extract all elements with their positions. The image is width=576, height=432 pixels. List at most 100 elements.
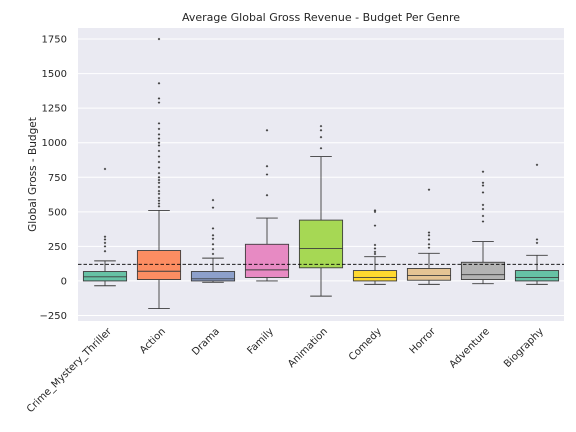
outlier-point — [535, 238, 539, 241]
outlier-point — [157, 199, 161, 203]
outlier-point — [319, 146, 323, 150]
box-Horror — [406, 188, 452, 285]
box-Biography — [514, 163, 560, 285]
box-Action — [136, 37, 182, 310]
outlier-point — [157, 185, 161, 189]
outlier-point — [157, 144, 161, 147]
outlier-point — [211, 198, 215, 202]
outlier-point — [157, 37, 161, 41]
outlier-point — [481, 220, 485, 223]
outlier-point — [157, 122, 161, 125]
x-tick-labels: Crime_Mystery_Thriller Action Drama Family A… — [25, 326, 546, 416]
outlier-point — [481, 191, 485, 194]
box-iqr — [352, 270, 398, 282]
y-tick-label-750: 750 — [48, 173, 67, 184]
outlier-point — [211, 252, 215, 256]
outlier-point — [157, 155, 161, 158]
outlier-point — [103, 167, 107, 171]
outlier-point — [157, 192, 161, 196]
outlier-point — [157, 202, 161, 205]
outlier-point — [373, 224, 377, 227]
outlier-point — [157, 196, 161, 200]
x-tick-label-Family: Family — [245, 326, 276, 357]
outlier-point — [373, 250, 377, 254]
outlier-point — [157, 127, 161, 131]
box-Comedy — [352, 209, 398, 285]
outlier-point — [157, 81, 161, 85]
box-Animation — [298, 124, 344, 297]
outlier-point — [481, 184, 485, 187]
outlier-point — [373, 209, 377, 212]
outlier-point — [535, 241, 539, 245]
y-tick-label-500: 500 — [48, 207, 67, 218]
outlier-point — [157, 181, 161, 185]
x-tick-label-Crime_Mystery_Thriller: Crime_Mystery_Thriller — [25, 326, 115, 416]
box-iqr — [136, 250, 182, 280]
outlier-point — [481, 170, 485, 174]
outlier-point — [373, 243, 377, 247]
outlier-point — [103, 238, 107, 241]
x-tick-label-Adventure: Adventure — [448, 326, 492, 370]
outlier-point — [319, 124, 323, 128]
y-axis-label: Global Gross - Budget — [27, 117, 39, 232]
outlier-point — [265, 164, 269, 168]
chart-title: Average Global Gross Revenue - Budget Pe… — [182, 11, 460, 24]
outlier-point — [157, 137, 161, 140]
box-iqr — [406, 268, 452, 281]
outlier-point — [157, 160, 161, 164]
box-iqr — [82, 271, 128, 282]
outlier-point — [157, 189, 161, 193]
box-Crime_Mystery_Thriller — [82, 167, 128, 287]
outlier-point — [535, 163, 539, 167]
box-iqr — [460, 261, 506, 280]
outlier-point — [373, 252, 377, 256]
outlier-point — [157, 101, 161, 104]
outlier-point — [481, 214, 485, 218]
outlier-point — [481, 207, 485, 211]
x-tick-label-Animation: Animation — [286, 326, 330, 370]
box-Adventure — [460, 170, 506, 285]
x-tick-label-Horror: Horror — [408, 326, 439, 357]
outlier-point — [211, 242, 215, 246]
outlier-point — [157, 166, 161, 169]
outlier-point — [481, 181, 485, 185]
outlier-point — [211, 206, 215, 209]
outlier-point — [157, 178, 161, 182]
outlier-point — [103, 241, 107, 245]
outlier-point — [211, 234, 215, 237]
x-tick-label-Comedy: Comedy — [347, 326, 384, 363]
outlier-point — [373, 247, 377, 250]
x-tick-label-Action: Action — [138, 326, 168, 356]
outlier-point — [157, 175, 161, 179]
outlier-point — [427, 231, 431, 234]
outlier-point — [265, 193, 269, 197]
outlier-point — [319, 128, 323, 132]
outlier-point — [211, 237, 215, 241]
outlier-point — [373, 210, 377, 214]
outlier-point — [211, 247, 215, 251]
y-tick-label-1500: 1500 — [42, 69, 67, 80]
outlier-point — [157, 204, 161, 208]
outlier-point — [157, 133, 161, 136]
outlier-point — [103, 249, 107, 253]
outlier-point — [427, 242, 431, 246]
x-tick-label-Drama: Drama — [190, 326, 222, 358]
outlier-point — [157, 149, 161, 153]
y-tick-labels: −250 0 250 500 750 1000 1250 1500 1750 — [40, 35, 67, 322]
box-Family — [244, 128, 290, 282]
outlier-point — [157, 171, 161, 175]
outlier-point — [427, 246, 431, 250]
outlier-point — [427, 234, 431, 237]
outlier-point — [481, 203, 485, 207]
y-tick-label-1250: 1250 — [42, 104, 67, 115]
box-iqr — [190, 271, 236, 282]
outlier-point — [319, 135, 323, 139]
box-Drama — [190, 198, 236, 283]
box-plots — [82, 37, 560, 310]
y-tick-label--250: −250 — [40, 311, 67, 322]
y-tick-label-1750: 1750 — [42, 35, 67, 46]
y-tick-label-1000: 1000 — [42, 138, 67, 149]
outlier-point — [427, 188, 431, 192]
box-iqr — [514, 270, 560, 282]
